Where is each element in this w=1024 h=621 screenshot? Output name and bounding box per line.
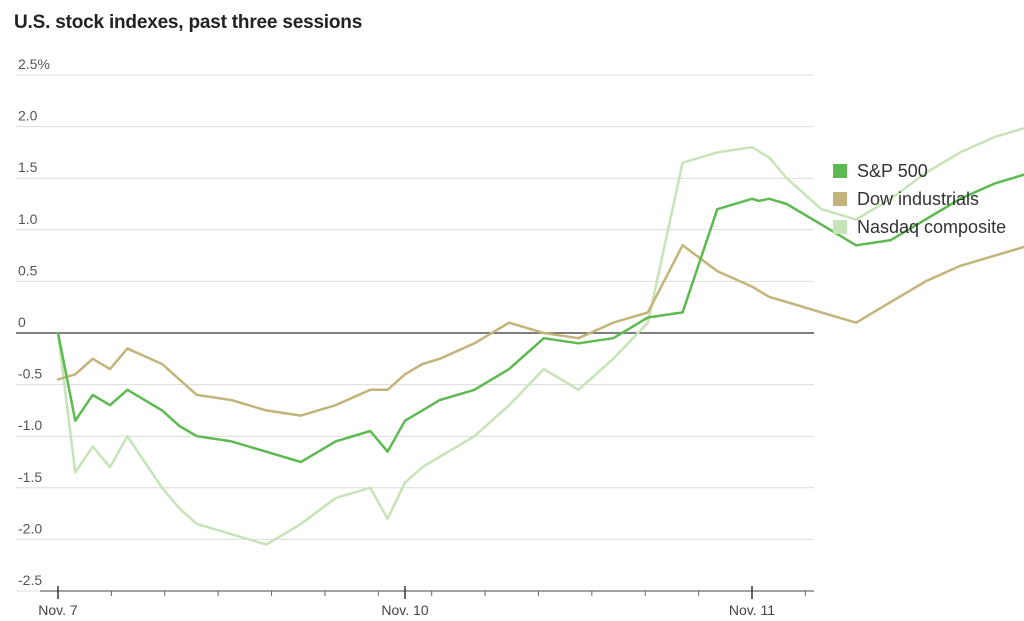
- y-axis: 2.5% 2.0 1.5 1.0 0.5 0 -0.5 -1.0 -1.5 -2.0 -2.5: [18, 56, 50, 588]
- legend: S&P 500 Dow industrials Nasdaq composite: [833, 157, 1006, 241]
- sp500-line: [56, 173, 1024, 464]
- legend-item-dow: Dow industrials: [833, 185, 1006, 213]
- y-tick-label: -0.5: [18, 366, 42, 382]
- chart-title: U.S. stock indexes, past three sessions: [14, 12, 363, 33]
- y-tick-label: 2.5%: [18, 56, 50, 72]
- nasdaq-line: [56, 126, 1024, 546]
- y-tick-label: -2.0: [18, 520, 42, 536]
- legend-swatch-nasdaq: [833, 220, 847, 234]
- y-tick-label: -1.0: [18, 417, 42, 433]
- series-group: [56, 126, 1024, 546]
- legend-item-sp500: S&P 500: [833, 157, 1006, 185]
- y-tick-label: 0.5: [18, 262, 38, 278]
- legend-swatch-sp500: [833, 164, 847, 178]
- y-tick-label: 1.5: [18, 159, 38, 175]
- y-tick-label: 0: [18, 314, 26, 330]
- x-tick-label: Nov. 10: [381, 602, 428, 618]
- legend-label-dow: Dow industrials: [857, 188, 980, 209]
- legend-label-nasdaq: Nasdaq composite: [857, 216, 1007, 237]
- y-tick-label: 2.0: [18, 108, 38, 124]
- x-axis: Nov. 7 Nov. 10 Nov. 11: [38, 586, 814, 618]
- dow-line: [56, 244, 1024, 417]
- grid-lines: [16, 74, 814, 592]
- legend-label-sp500: S&P 500: [857, 160, 928, 181]
- x-tick-label: Nov. 11: [729, 602, 775, 618]
- legend-item-nasdaq: Nasdaq composite: [833, 213, 1006, 241]
- legend-swatch-dow: [833, 192, 847, 206]
- y-tick-label: 1.0: [18, 211, 38, 227]
- x-tick-label: Nov. 7: [38, 602, 78, 618]
- y-tick-label: -2.5: [18, 572, 42, 588]
- y-tick-label: -1.5: [18, 469, 42, 485]
